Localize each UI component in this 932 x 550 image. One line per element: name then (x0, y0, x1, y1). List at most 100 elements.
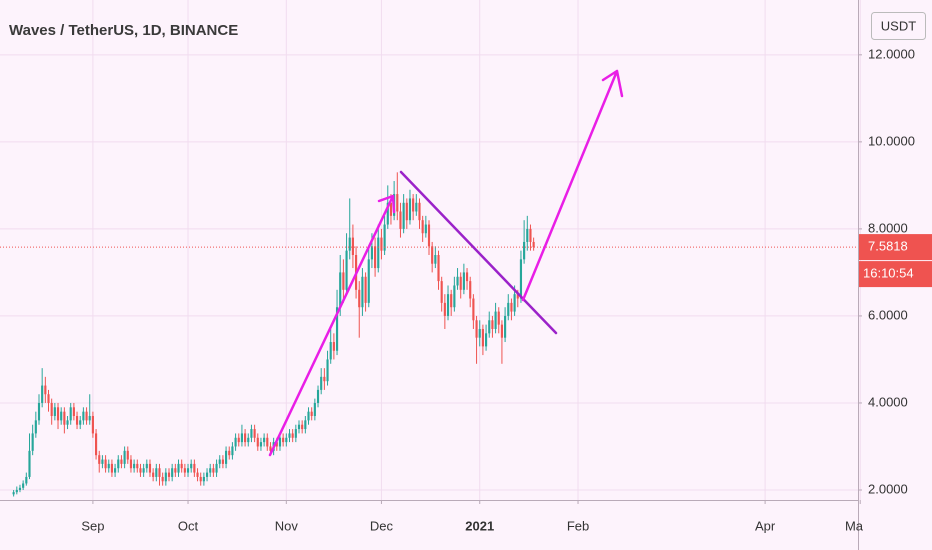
candle-body (462, 272, 465, 290)
candle-body (313, 402, 316, 417)
trend-line (399, 170, 558, 335)
candle-body (275, 442, 278, 447)
candle-body (266, 437, 269, 447)
candle-body (37, 402, 41, 421)
y-tick-label: 8.0000 (868, 220, 908, 235)
candle-body (94, 433, 98, 456)
candle-body (437, 255, 440, 282)
candle-body (120, 459, 123, 464)
candle-body (348, 237, 351, 251)
candle-body (434, 255, 437, 264)
candle-body (475, 320, 478, 338)
candle-body (215, 463, 218, 473)
candle-body (488, 320, 491, 334)
candle-body (285, 437, 288, 443)
candle-body (269, 446, 272, 451)
candle-body (500, 324, 504, 338)
last-price-label: 7.5818 (868, 239, 908, 254)
candle-body (256, 437, 259, 447)
candle-body (383, 224, 386, 251)
candle-body (389, 202, 393, 216)
candle-body (177, 463, 180, 473)
candle-body (234, 437, 237, 447)
axes: 2.0000 4.0000 6.0000 8.0000 10.0000 12.0000 Se… (81, 46, 915, 533)
candle-body (323, 376, 326, 382)
currency-label[interactable]: USDT (881, 18, 916, 33)
candle-body (453, 285, 456, 308)
candle-body (25, 476, 28, 484)
candle-body (412, 198, 415, 212)
candle-body (152, 472, 155, 477)
candle-body (510, 302, 513, 312)
candle-body (15, 489, 18, 493)
candle-body (98, 455, 101, 464)
candle-body (114, 468, 117, 473)
overlay: 7.5818 16:10:54 (0, 234, 932, 288)
x-tick-label: Ma (845, 518, 864, 533)
candle-body (12, 492, 15, 495)
y-tick-label: 6.0000 (868, 307, 908, 322)
candle-body (167, 472, 171, 477)
candle-body (427, 224, 431, 247)
candle-body (18, 487, 22, 490)
candle-body (484, 333, 488, 347)
candle-body (209, 468, 212, 473)
candle-body (472, 298, 475, 321)
candle-body (22, 483, 25, 488)
candle-body (386, 202, 389, 225)
candle-body (228, 450, 231, 456)
candle-body (263, 437, 266, 443)
candle-body (133, 463, 136, 469)
candle-body (240, 433, 244, 443)
candle-body (408, 198, 412, 221)
candle-body (377, 237, 380, 269)
candle-body (53, 407, 56, 417)
candle-body (526, 228, 529, 242)
candle-body (75, 416, 79, 425)
candle-body (361, 276, 364, 308)
candle-body (342, 272, 345, 290)
candle-body (117, 459, 120, 469)
candle-body (516, 294, 519, 299)
candle-body (126, 450, 129, 460)
candle-body (60, 411, 63, 421)
y-tick-label: 10.0000 (868, 133, 915, 148)
candle-body (478, 328, 481, 338)
candle-body (72, 407, 75, 417)
x-tick-label: Sep (81, 518, 104, 533)
candle-body (174, 468, 177, 473)
candle-body (282, 437, 285, 443)
candle-body (301, 424, 304, 430)
candle-body (136, 463, 139, 469)
x-tick-label: Oct (178, 518, 199, 533)
candle-body (399, 211, 402, 229)
arrow-up-2 (521, 69, 624, 302)
candle-body (374, 246, 377, 269)
candle-body (41, 385, 44, 403)
last-price-tag (858, 234, 932, 261)
candle-body (307, 411, 310, 421)
x-tick-label: Dec (370, 518, 394, 533)
candle-body (79, 420, 82, 425)
candle-body (161, 476, 164, 482)
candle-body (244, 433, 247, 443)
candle-body (190, 463, 193, 469)
candle-body (145, 463, 148, 469)
candle-body (224, 450, 228, 464)
candle-body (129, 459, 133, 469)
candle-body (193, 463, 196, 473)
candle-body (110, 463, 114, 473)
candle-body (199, 476, 202, 482)
candle-body (418, 202, 421, 221)
candle-body (104, 459, 107, 469)
candle-body (523, 241, 526, 260)
candles (12, 172, 535, 497)
candle-body (250, 429, 253, 438)
candle-body (456, 276, 459, 286)
candle-body (320, 376, 323, 390)
candle-body (221, 459, 224, 464)
candle-body (396, 194, 399, 212)
candle-body (481, 328, 484, 347)
currency-button[interactable] (871, 12, 926, 40)
